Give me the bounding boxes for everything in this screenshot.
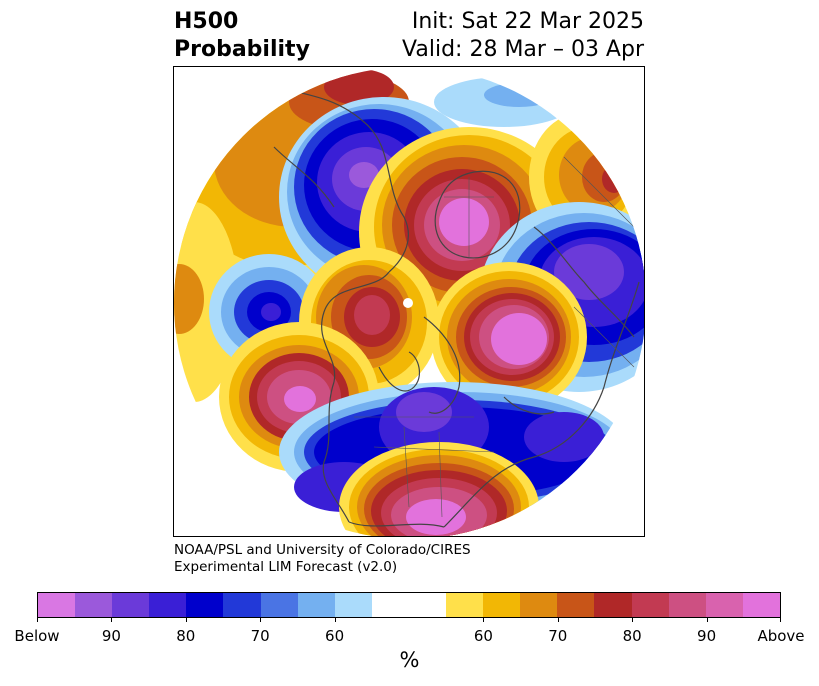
coastline bbox=[423, 316, 461, 414]
coastline bbox=[322, 381, 350, 523]
colorbar-tick-label: 60 bbox=[473, 627, 493, 645]
region-fill bbox=[174, 264, 204, 334]
colorbar-swatch bbox=[742, 593, 780, 617]
coastline bbox=[443, 386, 605, 528]
colorbar-swatch bbox=[631, 593, 669, 617]
colorbar-tick-label: Above bbox=[757, 627, 805, 645]
colorbar-tick-label: 60 bbox=[325, 627, 345, 645]
region-fill bbox=[439, 198, 489, 246]
title-quantity: Probability bbox=[174, 37, 310, 62]
valid-range: Valid: 28 Mar – 03 Apr bbox=[402, 37, 644, 62]
region-fill bbox=[354, 295, 390, 335]
probability-field bbox=[174, 67, 644, 536]
region-fill bbox=[284, 386, 316, 412]
colorbar-tick-label: 80 bbox=[176, 627, 196, 645]
colorbar-tick bbox=[706, 618, 708, 622]
forecast-dates: Init: Sat 22 Mar 2025 Valid: 28 Mar – 03… bbox=[402, 8, 644, 64]
colorbar-tick-label: 80 bbox=[622, 627, 642, 645]
map-title: H500 Probability bbox=[174, 8, 310, 64]
region-fill bbox=[602, 165, 626, 193]
colorbar-swatch bbox=[371, 593, 447, 617]
coastline bbox=[603, 281, 640, 388]
colorbar-swatch bbox=[334, 593, 372, 617]
colorbar-swatch bbox=[594, 593, 632, 617]
colorbar-tick bbox=[260, 618, 262, 622]
colorbar-unit: % bbox=[399, 648, 420, 672]
coastline bbox=[378, 351, 421, 392]
region-fill bbox=[484, 83, 554, 107]
region-fill bbox=[554, 244, 624, 300]
init-date: Init: Sat 22 Mar 2025 bbox=[411, 9, 644, 34]
border-line bbox=[438, 431, 443, 518]
credit-line: Experimental LIM Forecast (v2.0) bbox=[174, 559, 398, 575]
below-region-north bbox=[434, 77, 574, 127]
colorbar-tick-label: 70 bbox=[250, 627, 270, 645]
above-region-north-atlantic bbox=[431, 262, 587, 412]
region-fill bbox=[524, 412, 604, 462]
north-pole-marker bbox=[403, 298, 413, 308]
region-fill bbox=[396, 392, 452, 432]
border-line bbox=[403, 426, 410, 508]
colorbar-tick bbox=[780, 618, 781, 622]
coastline bbox=[503, 396, 555, 415]
polar-map bbox=[173, 66, 645, 537]
colorbar-swatch bbox=[260, 593, 298, 617]
coastline bbox=[321, 271, 390, 383]
colorbar-swatch bbox=[520, 593, 558, 617]
region-fill bbox=[406, 499, 466, 535]
region-fill bbox=[261, 303, 281, 321]
coastline bbox=[273, 146, 335, 208]
region-fill bbox=[491, 313, 547, 365]
colorbar-tick bbox=[483, 618, 485, 622]
coastline bbox=[348, 521, 445, 528]
borders bbox=[354, 156, 635, 518]
colorbar-swatch bbox=[149, 593, 187, 617]
colorbar-swatch bbox=[557, 593, 595, 617]
coastline bbox=[434, 170, 521, 259]
colorbar-tick-label: 90 bbox=[697, 627, 717, 645]
colorbar-swatch bbox=[186, 593, 224, 617]
region-fill bbox=[324, 69, 394, 105]
above-region-west-edge bbox=[174, 202, 239, 402]
colorbar-tick bbox=[632, 618, 634, 622]
colorbar-swatch bbox=[297, 593, 335, 617]
colorbar-tick bbox=[334, 618, 336, 622]
credit-text: NOAA/PSL and University of Colorado/CIRE… bbox=[174, 542, 471, 576]
colorbar-tick bbox=[111, 618, 113, 622]
colorbar-tick bbox=[185, 618, 187, 622]
colorbar-tick bbox=[37, 618, 38, 622]
colorbar-tick-label: 90 bbox=[101, 627, 121, 645]
credit-line: NOAA/PSL and University of Colorado/CIRE… bbox=[174, 542, 471, 558]
colorbar-swatch bbox=[446, 593, 484, 617]
colorbar-swatch bbox=[112, 593, 150, 617]
border-line bbox=[373, 446, 495, 453]
colorbar-swatch bbox=[668, 593, 706, 617]
colorbar-swatch bbox=[38, 593, 76, 617]
coastline bbox=[533, 226, 635, 338]
colorbar-swatch bbox=[705, 593, 743, 617]
colorbar bbox=[37, 592, 781, 618]
colorbar-swatch bbox=[223, 593, 261, 617]
border-line bbox=[573, 306, 635, 368]
title-variable: H500 bbox=[174, 9, 239, 34]
colorbar-swatch bbox=[483, 593, 521, 617]
border-line bbox=[563, 156, 635, 228]
region-fill bbox=[349, 162, 379, 188]
coastlines bbox=[233, 71, 640, 528]
colorbar-ticks: Below 90 80 70 60 60 70 80 90 Above bbox=[14, 618, 805, 645]
colorbar-swatch bbox=[75, 593, 113, 617]
colorbar-tick bbox=[557, 618, 559, 622]
colorbar-tick-label: Below bbox=[14, 627, 60, 645]
colorbar-tick-label: 70 bbox=[548, 627, 568, 645]
